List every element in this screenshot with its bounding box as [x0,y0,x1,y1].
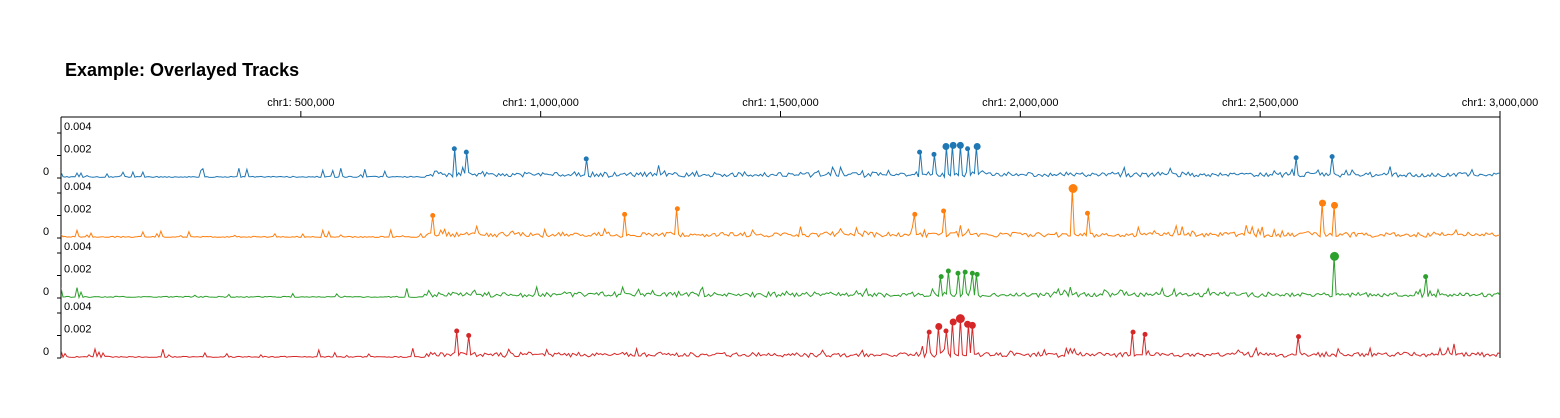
peak-marker [955,270,961,276]
x-tick-label: chr1: 2,500,000 [1222,97,1298,109]
peak-marker [949,141,957,149]
x-tick-label: chr1: 1,500,000 [742,97,818,109]
peak-marker [943,328,949,334]
peak-marker [974,271,980,277]
peak-marker [1423,274,1429,280]
y-tick-label: 0 [43,346,49,358]
peak-marker [926,329,932,335]
peak-marker [962,269,968,275]
peak-marker [949,318,957,326]
peak-marker [955,314,965,324]
tracks-area [61,141,1500,359]
peak-marker [1293,155,1299,161]
peak-marker [674,206,680,212]
peak-marker [466,333,472,338]
y-tick-label: 0 [43,226,49,238]
y-tick-label: 0.002 [64,324,92,336]
peak-marker [917,149,923,155]
track-1 [61,141,1500,179]
x-axis: chr1: 500,000 chr1: 1,000,000 chr1: 1,500,… [60,97,1538,358]
x-tick-label: chr1: 2,000,000 [982,97,1058,109]
peak-marker [973,143,981,150]
y-tick-label: 0 [43,286,49,298]
y-tick-label: 0.004 [64,301,92,313]
track-line [61,256,1500,300]
peak-marker [1068,184,1078,193]
y-tick-label: 0.002 [64,264,92,276]
peak-marker [1331,201,1339,209]
peak-marker [1142,331,1148,337]
peak-marker [912,211,918,217]
peak-marker [454,328,460,334]
x-tick-label: chr1: 1,000,000 [502,97,578,109]
peak-marker [1319,199,1327,207]
peak-marker [965,146,971,152]
peak-marker [942,143,950,150]
y-tick-label: 0.002 [64,144,92,156]
x-tick-label: chr1: 3,000,000 [1462,97,1538,109]
y-tick-label: 0.004 [64,241,92,253]
peak-marker [1296,334,1302,340]
y-axes: 0 0.002 0.004 0 0.002 0.004 0 0.002 0.004 0 0.002 0… [43,121,92,359]
peak-marker [1130,329,1136,335]
peak-marker [938,274,944,280]
track-line [61,188,1500,239]
track-2 [61,184,1500,239]
peak-marker [1084,210,1090,216]
track-line [61,318,1500,359]
peak-marker [622,211,628,217]
peak-marker [1330,251,1340,261]
peak-marker [968,321,976,329]
y-tick-label: 0.002 [64,204,92,216]
peak-marker [941,208,947,214]
peak-marker [463,149,469,155]
y-tick-label: 0.004 [64,181,92,193]
peak-marker [583,156,589,162]
peak-marker [430,213,436,218]
chart-title: Example: Overlayed Tracks [65,60,300,80]
peak-marker [956,141,964,149]
peak-marker [451,146,457,152]
track-line [61,145,1500,179]
y-tick-label: 0.004 [64,121,92,133]
peak-marker [931,151,937,157]
peak-marker [935,323,943,330]
track-3 [61,251,1500,300]
x-tick-label: chr1: 500,000 [267,97,334,109]
peak-marker [945,268,951,274]
track-4 [61,314,1500,359]
peak-marker [1329,154,1335,160]
peak-marker [969,270,975,276]
y-tick-label: 0 [43,166,49,178]
